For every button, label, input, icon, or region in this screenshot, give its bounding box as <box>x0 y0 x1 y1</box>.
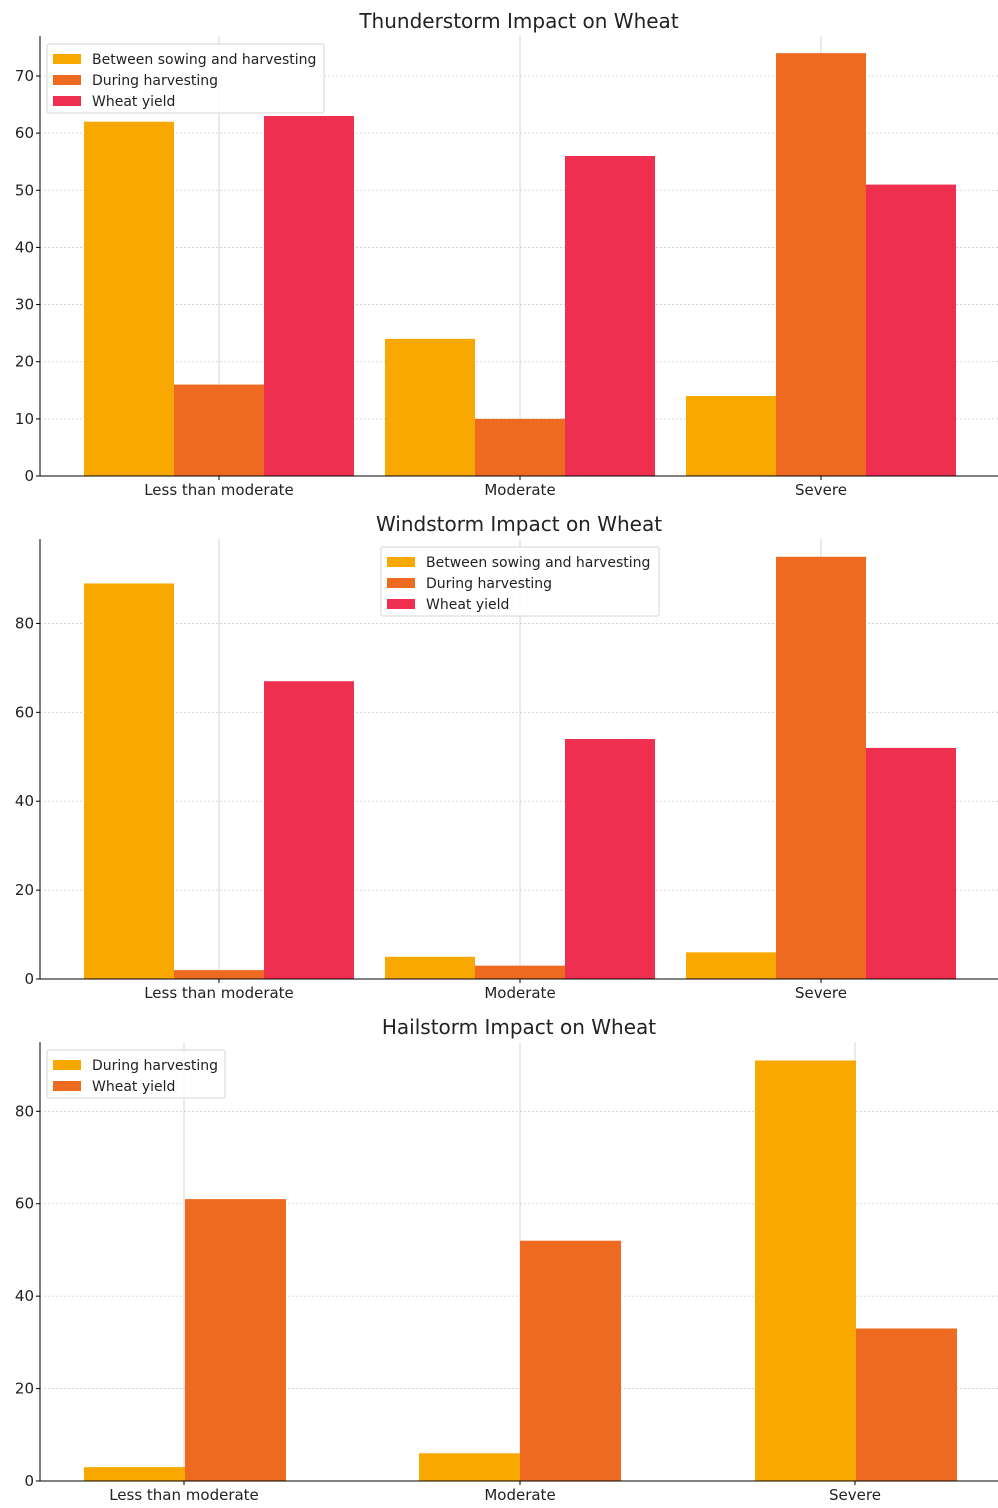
y-tick-label: 80 <box>15 614 34 632</box>
legend-swatch <box>387 578 415 588</box>
chart-title: Thunderstorm Impact on Wheat <box>358 9 678 33</box>
y-tick-label: 0 <box>24 467 34 485</box>
x-tick-label: Severe <box>829 1486 881 1504</box>
chart-title: Windstorm Impact on Wheat <box>376 512 662 536</box>
bar-1-1 <box>84 1467 185 1481</box>
legend-swatch <box>53 54 81 64</box>
y-tick-label: 40 <box>15 238 34 256</box>
legend-box <box>46 1049 226 1099</box>
bar-1-2 <box>385 956 475 979</box>
y-tick-label: 20 <box>15 353 34 371</box>
chart-panel-2: 0 20 40 60 80 Less than moderate Moderate Sever… <box>15 512 998 1002</box>
bar-2-3 <box>776 53 866 477</box>
y-tick-label: 40 <box>15 1287 34 1305</box>
chart-panel-1: 0 10 20 30 40 50 60 70 Less than moderate Moderat… <box>15 9 998 499</box>
legend-box <box>46 43 325 114</box>
x-tick-label: Moderate <box>484 1486 555 1504</box>
bar-3-2 <box>565 156 655 476</box>
bar-1-2 <box>419 1453 520 1481</box>
bar-1-3 <box>755 1060 856 1481</box>
chart-panel-3: 0 20 40 60 80 Less than moderate Moderate Sever… <box>15 1015 998 1504</box>
bar-2-1 <box>174 970 264 979</box>
y-tick-label: 20 <box>15 881 34 899</box>
bar-1-1 <box>84 121 174 476</box>
bar-3-2 <box>565 739 655 979</box>
legend-label: Wheat yield <box>92 94 175 110</box>
legend: During harvesting Wheat yield <box>46 1049 226 1099</box>
legend: Between sowing and harvesting During harv… <box>380 546 660 617</box>
bar-2-3 <box>776 556 866 979</box>
y-tick-label: 70 <box>15 67 34 85</box>
y-tick-label: 30 <box>15 296 34 314</box>
x-tick-label: Less than moderate <box>144 481 294 499</box>
x-tick-label: Moderate <box>484 984 555 1002</box>
bar-3-1 <box>264 681 354 979</box>
x-tick-label: Less than moderate <box>109 1486 259 1504</box>
bar-2-3 <box>856 1328 957 1481</box>
bar-2-1 <box>185 1199 286 1481</box>
y-tick-label: 80 <box>15 1102 34 1120</box>
bar-1-2 <box>385 338 475 476</box>
legend-label: Wheat yield <box>92 1079 175 1095</box>
legend-label: During harvesting <box>426 576 552 592</box>
y-tick-label: 20 <box>15 1380 34 1398</box>
x-tick-label: Moderate <box>484 481 555 499</box>
y-tick-label: 60 <box>15 1195 34 1213</box>
legend-swatch <box>53 1060 81 1070</box>
legend-swatch <box>387 557 415 567</box>
legend-swatch <box>53 1081 81 1091</box>
x-tick-label: Severe <box>795 481 847 499</box>
legend-label: Between sowing and harvesting <box>92 52 316 68</box>
bar-3-1 <box>264 116 354 476</box>
legend-swatch <box>53 75 81 85</box>
legend-label: Wheat yield <box>426 597 509 613</box>
y-tick-label: 40 <box>15 792 34 810</box>
y-tick-label: 50 <box>15 181 34 199</box>
legend-swatch <box>387 599 415 609</box>
legend-label: Between sowing and harvesting <box>426 555 650 571</box>
legend-label: During harvesting <box>92 73 218 89</box>
bar-2-1 <box>174 384 264 476</box>
x-tick-label: Less than moderate <box>144 984 294 1002</box>
bar-3-3 <box>866 184 956 477</box>
bar-1-3 <box>686 396 776 476</box>
bar-2-2 <box>475 965 565 979</box>
chart-title: Hailstorm Impact on Wheat <box>382 1015 656 1039</box>
legend-swatch <box>53 96 81 106</box>
y-tick-label: 10 <box>15 410 34 428</box>
legend: Between sowing and harvesting During harv… <box>46 43 325 114</box>
bar-1-1 <box>84 583 174 979</box>
bar-3-3 <box>866 747 956 979</box>
y-tick-label: 60 <box>15 124 34 142</box>
legend-box <box>380 546 660 617</box>
bar-2-2 <box>520 1240 621 1481</box>
x-tick-label: Severe <box>795 984 847 1002</box>
y-tick-label: 0 <box>24 1472 34 1490</box>
legend-label: During harvesting <box>92 1058 218 1074</box>
y-tick-label: 60 <box>15 703 34 721</box>
y-tick-label: 0 <box>24 970 34 988</box>
bar-1-3 <box>686 952 776 979</box>
bar-2-2 <box>475 418 565 476</box>
